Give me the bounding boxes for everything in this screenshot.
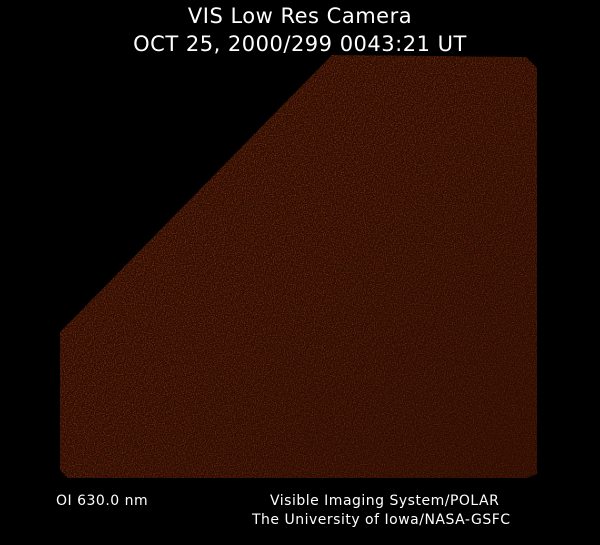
wavelength-label: OI 630.0 nm [56, 493, 149, 509]
institution-label: The University of Iowa/NASA-GSFC [252, 512, 511, 528]
image-title: VIS Low Res Camera [187, 4, 413, 28]
image-datetime: OCT 25, 2000/299 0043:21 UT [133, 32, 467, 56]
instrument-label: Visible Imaging System/POLAR [270, 493, 500, 509]
